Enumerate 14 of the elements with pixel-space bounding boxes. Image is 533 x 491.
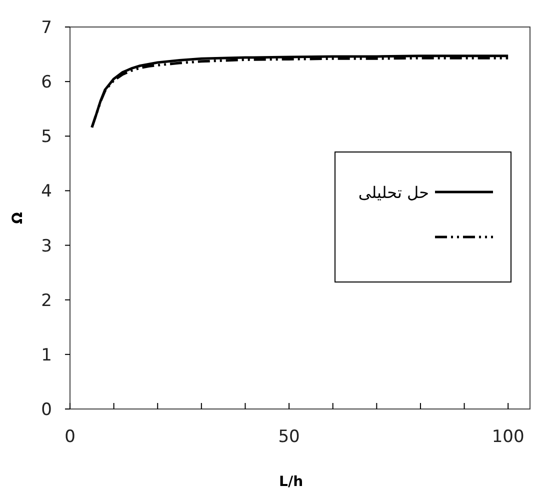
y-axis-title: Ω [10,212,26,224]
y-tick-label: 0 [41,400,52,420]
y-tick-label: 3 [41,236,52,256]
x-tick-label: 0 [64,427,76,447]
y-tick-label: 5 [41,127,52,148]
x-tick-label: 50 [278,427,300,447]
y-tick-label: 6 [41,72,52,93]
legend-label: حل تحلیلی [358,183,429,202]
x-tick-label: 100 [492,427,524,447]
y-tick-label: 7 [41,18,52,38]
y-tick-label: 4 [41,182,52,202]
y-tick-label: 1 [41,345,52,366]
x-axis-title: L/h [279,474,304,490]
y-tick-label: 2 [41,290,52,311]
